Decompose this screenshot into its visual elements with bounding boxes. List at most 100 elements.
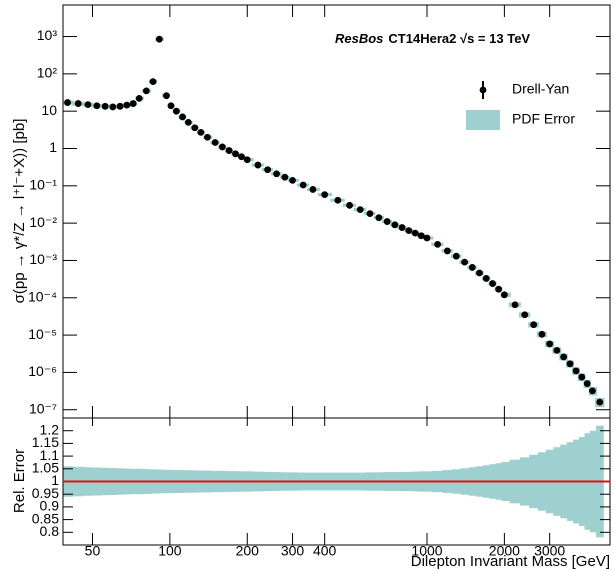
data-point bbox=[129, 100, 137, 107]
y-tick-label: 1 bbox=[49, 139, 57, 155]
data-point bbox=[273, 170, 280, 178]
legend-label: Drell-Yan bbox=[512, 81, 569, 97]
data-point bbox=[468, 264, 476, 271]
data-point bbox=[417, 232, 425, 240]
x-tick-label: 1000 bbox=[411, 543, 442, 559]
title-italic: ResBos bbox=[335, 31, 383, 46]
data-point bbox=[334, 196, 342, 204]
x-tick-label: 50 bbox=[85, 543, 101, 559]
ratio-tick-label: 1.15 bbox=[32, 434, 59, 450]
data-point bbox=[566, 360, 574, 368]
data-point bbox=[116, 102, 124, 110]
data-point bbox=[172, 107, 180, 115]
y-tick-label: 10⁻¹ bbox=[29, 177, 57, 193]
data-point bbox=[482, 275, 490, 282]
x-tick-label: 300 bbox=[281, 543, 305, 559]
y-tick-label: 10⁻⁴ bbox=[28, 288, 57, 304]
x-tick-label: 100 bbox=[158, 543, 182, 559]
data-point bbox=[461, 258, 468, 266]
data-point bbox=[225, 147, 233, 154]
data-point bbox=[366, 210, 374, 218]
data-point bbox=[167, 102, 175, 110]
data-point bbox=[64, 99, 71, 106]
ratio-tick-label: 0.95 bbox=[32, 485, 59, 501]
legend-label: PDF Error bbox=[512, 111, 575, 127]
data-point bbox=[149, 78, 157, 86]
x-axis-label: Dilepton Invariant Mass [GeV] bbox=[411, 553, 610, 570]
data-point bbox=[232, 150, 239, 158]
data-point bbox=[538, 330, 546, 338]
data-point bbox=[179, 113, 186, 121]
y-tick-label: 10² bbox=[37, 65, 58, 81]
data-point bbox=[398, 224, 406, 231]
data-point bbox=[521, 311, 529, 319]
data-point bbox=[443, 247, 451, 255]
data-point bbox=[243, 156, 251, 164]
data-point bbox=[423, 234, 431, 242]
data-point bbox=[596, 398, 604, 406]
y-tick-label: 10⁻⁷ bbox=[29, 400, 57, 416]
data-point bbox=[375, 214, 383, 222]
y-tick-label: 10³ bbox=[37, 27, 58, 43]
y-tick-label: 10⁻⁵ bbox=[28, 326, 57, 342]
data-point bbox=[264, 166, 272, 174]
data-point bbox=[452, 252, 460, 260]
data-point bbox=[553, 346, 561, 354]
data-point bbox=[434, 240, 442, 248]
data-point bbox=[74, 100, 82, 107]
y-tick-label: 10⁻² bbox=[29, 214, 57, 230]
data-point bbox=[238, 153, 245, 161]
data-point bbox=[109, 103, 117, 111]
data-point bbox=[583, 380, 591, 388]
data-point bbox=[546, 340, 554, 348]
data-point bbox=[197, 128, 205, 136]
y-tick-label: 10⁻³ bbox=[29, 251, 57, 267]
data-point bbox=[101, 102, 109, 110]
x-tick-label: 400 bbox=[313, 543, 337, 559]
data-point bbox=[356, 206, 364, 214]
data-point bbox=[281, 173, 289, 181]
x-tick-label: 2000 bbox=[489, 543, 520, 559]
x-tick-label: 3000 bbox=[534, 543, 565, 559]
data-point bbox=[289, 176, 296, 184]
x-tick-label: 200 bbox=[236, 543, 260, 559]
data-point bbox=[93, 102, 101, 110]
data-point bbox=[489, 280, 497, 287]
data-point bbox=[211, 139, 219, 146]
data-point bbox=[218, 143, 226, 151]
ratio-tick-label: 1.05 bbox=[32, 460, 59, 476]
subtitle: CT14Hera2 √s = 13 TeV bbox=[388, 31, 530, 46]
data-point bbox=[346, 201, 353, 209]
data-point bbox=[530, 321, 538, 329]
data-point bbox=[411, 229, 419, 237]
data-point bbox=[155, 35, 163, 43]
data-point bbox=[495, 285, 503, 293]
data-point bbox=[135, 94, 143, 102]
legend-marker bbox=[479, 86, 487, 94]
data-point bbox=[511, 301, 519, 309]
data-point bbox=[572, 367, 580, 375]
data-point bbox=[321, 191, 329, 199]
y-tick-label: 10 bbox=[41, 102, 57, 118]
data-point bbox=[560, 353, 568, 361]
legend-swatch bbox=[466, 110, 500, 130]
plot-frame bbox=[62, 4, 611, 419]
ratio-tick-label: 1.1 bbox=[40, 447, 60, 463]
y-tick-label: 10⁻⁶ bbox=[28, 363, 57, 379]
data-point bbox=[578, 373, 586, 381]
data-point bbox=[84, 101, 92, 109]
data-point bbox=[500, 291, 508, 299]
ratio-tick-label: 0.85 bbox=[32, 510, 59, 526]
data-point bbox=[142, 87, 150, 95]
data-point bbox=[309, 186, 317, 193]
ratio-tick-label: 1.2 bbox=[40, 421, 60, 437]
data-point bbox=[191, 124, 199, 132]
ratio-tick-label: 0.9 bbox=[40, 498, 60, 514]
ratio-tick-label: 0.8 bbox=[40, 523, 60, 539]
data-point bbox=[589, 387, 596, 395]
title: ResBos CT14Hera2 √s = 13 TeV bbox=[335, 31, 530, 46]
data-point bbox=[184, 119, 192, 126]
ratio-axis-label: Rel. Error bbox=[11, 449, 28, 513]
